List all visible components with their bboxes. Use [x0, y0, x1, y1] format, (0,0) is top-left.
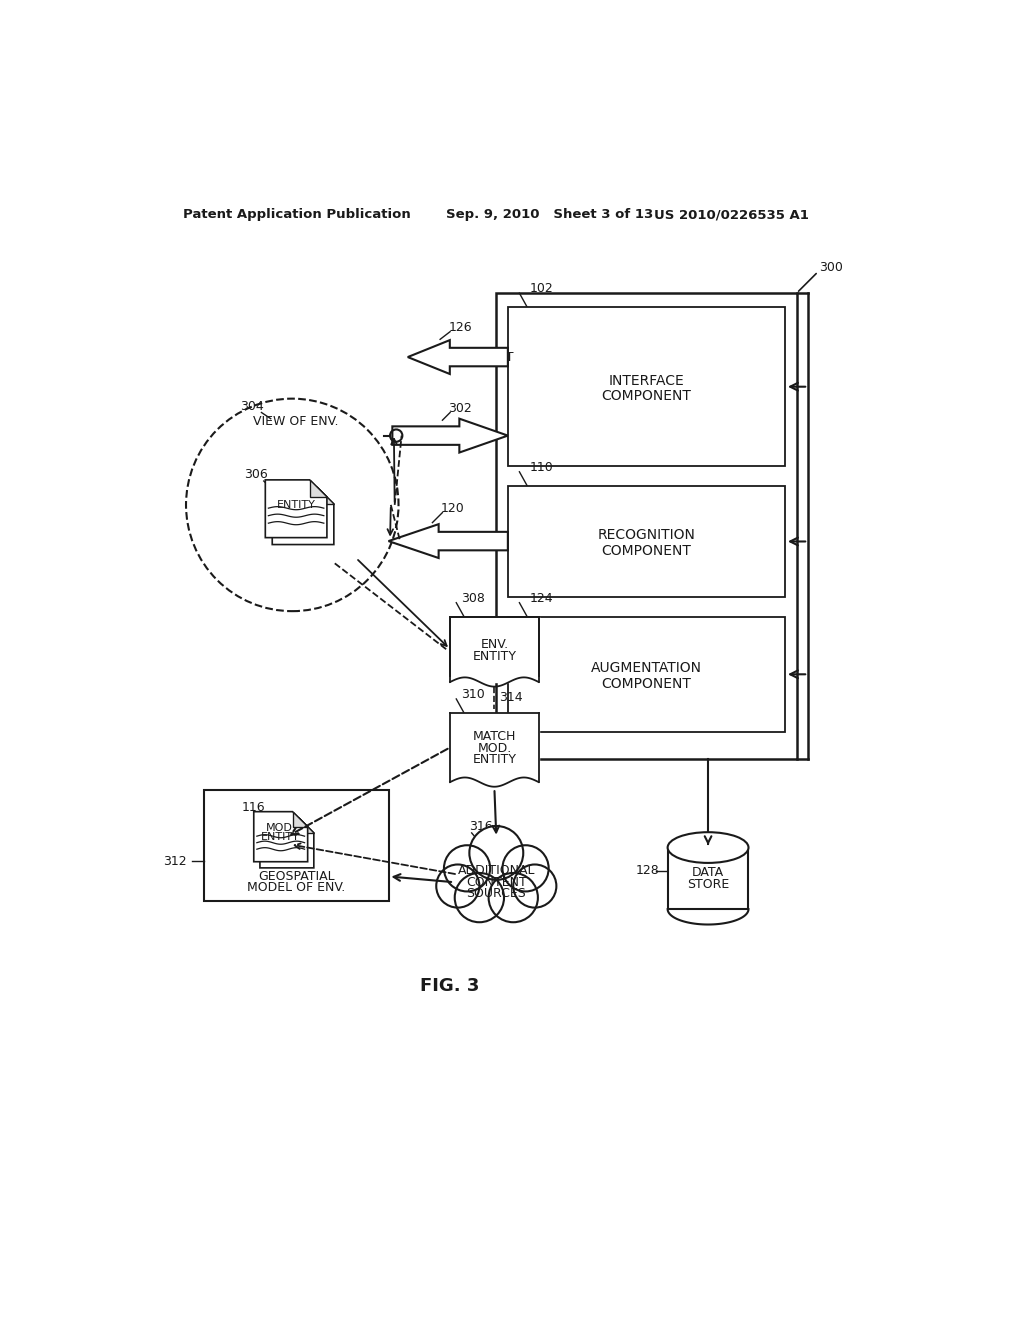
Text: 124: 124: [529, 591, 553, 605]
Text: 300: 300: [819, 261, 843, 275]
Text: ADD. CONTENT: ADD. CONTENT: [417, 351, 514, 363]
Text: 310: 310: [462, 688, 485, 701]
Bar: [497, 293, 797, 759]
Text: US 2010/0226535 A1: US 2010/0226535 A1: [654, 209, 809, 222]
Text: INTERFACE: INTERFACE: [608, 374, 684, 388]
Text: RECOGNITION: RECOGNITION: [598, 528, 695, 543]
Bar: [508, 616, 785, 733]
Text: 116: 116: [242, 801, 265, 814]
Circle shape: [186, 399, 398, 611]
Polygon shape: [408, 341, 508, 374]
Text: ENTITY: ENTITY: [261, 833, 300, 842]
Polygon shape: [293, 812, 307, 826]
Text: ADDITIONAL: ADDITIONAL: [458, 865, 536, 878]
Ellipse shape: [668, 832, 749, 863]
Text: 128: 128: [636, 865, 659, 878]
Text: ENTITY: ENTITY: [472, 754, 516, 767]
Polygon shape: [272, 487, 334, 545]
Text: 302: 302: [449, 403, 472, 416]
Text: STORE: STORE: [687, 878, 729, 891]
Circle shape: [488, 873, 538, 923]
Polygon shape: [265, 480, 327, 537]
Text: Patent Application Publication: Patent Application Publication: [183, 209, 411, 222]
Text: 308: 308: [461, 591, 485, 605]
Text: MODELED VIEW: MODELED VIEW: [407, 535, 506, 548]
Text: FIG. 3: FIG. 3: [421, 977, 480, 995]
Circle shape: [444, 845, 490, 891]
Text: 314: 314: [500, 690, 523, 704]
Text: ENTITY: ENTITY: [472, 651, 516, 664]
Circle shape: [455, 873, 504, 923]
Text: 126: 126: [449, 321, 472, 334]
Bar: [668, 847, 749, 909]
Text: Sep. 9, 2010   Sheet 3 of 13: Sep. 9, 2010 Sheet 3 of 13: [446, 209, 653, 222]
Text: DATA: DATA: [692, 866, 724, 879]
Text: ENTITY: ENTITY: [276, 500, 315, 510]
Circle shape: [436, 865, 479, 908]
Polygon shape: [316, 487, 334, 504]
Text: MOD.: MOD.: [265, 824, 296, 833]
Text: COMPONENT: COMPONENT: [601, 677, 691, 690]
Text: MODEL OF ENV.: MODEL OF ENV.: [247, 882, 345, 895]
Text: 120: 120: [440, 502, 464, 515]
Text: COMPONENT: COMPONENT: [601, 544, 691, 558]
Polygon shape: [392, 418, 508, 453]
Bar: [204, 789, 388, 902]
Bar: [508, 486, 785, 598]
Circle shape: [469, 826, 523, 880]
Text: IMAGE: IMAGE: [441, 429, 481, 442]
Text: SOURCES: SOURCES: [467, 887, 526, 900]
Polygon shape: [254, 812, 307, 862]
Polygon shape: [260, 818, 313, 867]
Polygon shape: [309, 480, 327, 498]
Text: 306: 306: [244, 469, 268, 482]
Text: CONTENT: CONTENT: [466, 875, 526, 888]
Bar: [508, 308, 785, 466]
Circle shape: [503, 845, 549, 891]
Text: VIEW OF ENV.: VIEW OF ENV.: [253, 416, 339, 428]
Text: 316: 316: [469, 820, 493, 833]
Text: 304: 304: [241, 400, 264, 413]
Text: COMPONENT: COMPONENT: [601, 389, 691, 403]
Polygon shape: [388, 524, 508, 558]
Text: MATCH: MATCH: [473, 730, 516, 743]
Circle shape: [513, 865, 556, 908]
Polygon shape: [299, 818, 313, 833]
Text: GEOSPATIAL: GEOSPATIAL: [258, 870, 335, 883]
Text: ENV.: ENV.: [480, 638, 509, 651]
Text: AUGMENTATION: AUGMENTATION: [591, 661, 702, 675]
Text: 102: 102: [529, 282, 553, 296]
Text: 312: 312: [163, 854, 186, 867]
Text: MOD.: MOD.: [477, 742, 512, 755]
Text: 110: 110: [529, 461, 553, 474]
